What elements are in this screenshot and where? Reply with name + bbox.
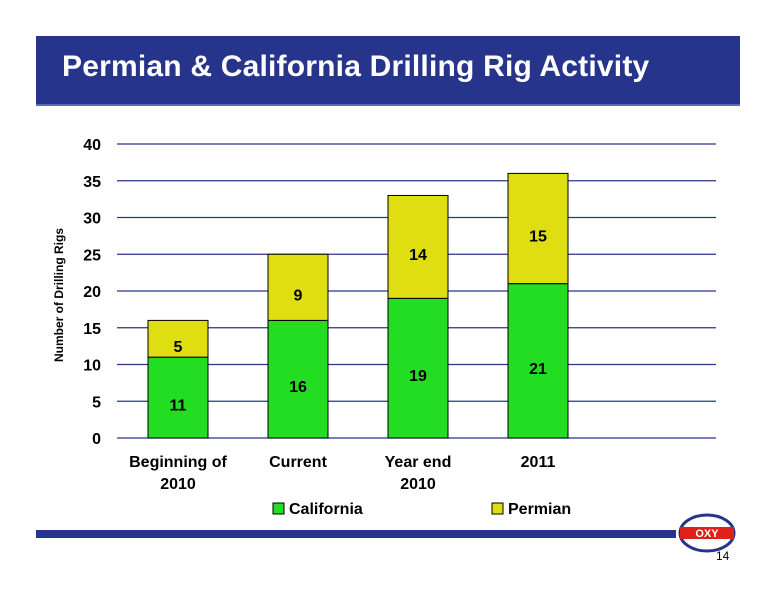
data-label-permian: 5	[174, 339, 183, 356]
data-label-california: 11	[170, 398, 187, 415]
bar-california	[147, 356, 209, 439]
data-label-permian: 15	[529, 229, 547, 246]
title-bar: Permian & California Drilling Rig Activi…	[36, 36, 740, 106]
data-label-permian: 14	[409, 247, 427, 264]
x-tick-label: 2010	[160, 476, 196, 493]
y-tick-label: 35	[83, 174, 101, 191]
y-tick-label: 25	[83, 247, 101, 264]
legend-label-permian: Permian	[508, 501, 571, 518]
bar-permian	[387, 194, 449, 299]
legend-label-california: California	[289, 501, 363, 518]
bar-permian	[507, 172, 569, 285]
x-tick-label: 2011	[521, 454, 556, 471]
y-tick-label: 15	[83, 321, 101, 338]
bar-california	[507, 283, 569, 439]
data-label-california: 16	[289, 379, 307, 396]
x-tick-label: 2010	[400, 476, 436, 493]
bar-permian	[267, 253, 329, 321]
legend-swatch-california	[272, 502, 285, 515]
y-tick-label: 10	[83, 358, 101, 375]
bar-california	[267, 319, 329, 439]
svg-text:OXY: OXY	[695, 528, 719, 540]
y-tick-label: 20	[83, 284, 101, 301]
x-tick-label: Beginning of	[129, 454, 227, 471]
y-tick-label: 0	[92, 431, 101, 448]
x-tick-label: Year end	[385, 454, 452, 471]
x-tick-label: Current	[269, 454, 327, 471]
legend-swatch-permian	[491, 502, 504, 515]
oxy-logo-icon: OXY	[678, 513, 736, 553]
y-tick-label: 5	[92, 394, 101, 411]
y-tick-label: 40	[83, 137, 101, 154]
data-label-california: 21	[529, 361, 547, 378]
footer-rule	[36, 530, 676, 538]
slide-title: Permian & California Drilling Rig Activi…	[62, 50, 650, 83]
data-label-california: 19	[409, 368, 427, 385]
data-label-permian: 9	[294, 287, 303, 304]
bar-permian	[147, 319, 209, 358]
y-tick-label: 30	[83, 211, 101, 228]
y-axis-label: Number of Drilling Rigs	[52, 228, 66, 362]
page-number: 14	[716, 549, 730, 563]
